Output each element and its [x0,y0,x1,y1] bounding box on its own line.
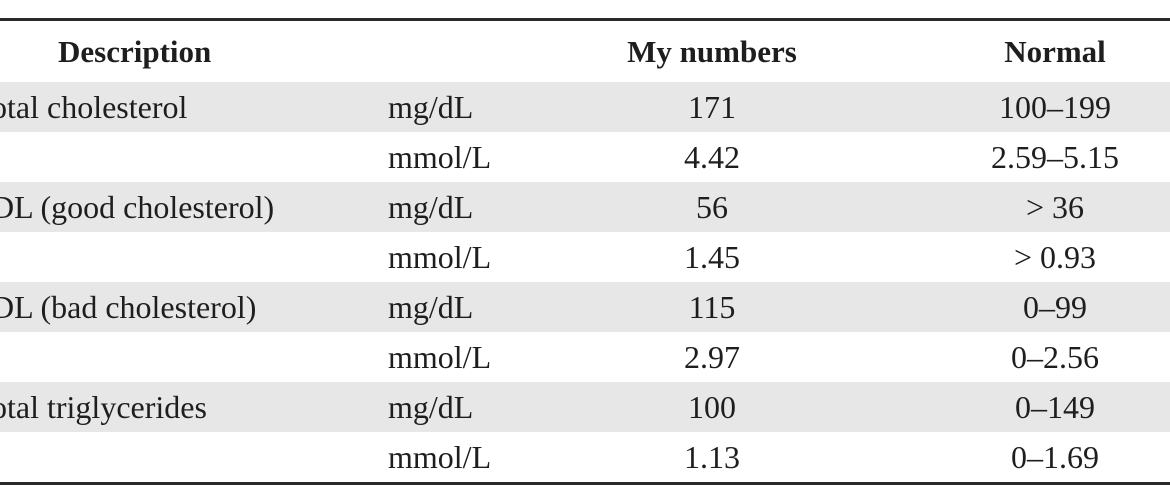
cell-normal-range: 2.59–5.15 [991,139,1119,175]
table-row: otal triglycerides mg/dL 100 0–149 [0,382,1170,432]
table-bottom-rule [0,482,1170,485]
cell-description: otal triglycerides [0,389,207,425]
cell-description: DL (bad cholesterol) [0,289,257,325]
cell-unit: mmol/L [388,339,492,375]
table-row: mmol/L 1.13 0–1.69 [0,432,1170,482]
cell-description [0,132,371,182]
cell-my-number: 4.42 [684,139,740,175]
cell-my-number: 171 [688,89,736,125]
cell-my-number: 115 [688,289,736,325]
cell-normal-range: 0–1.69 [1011,439,1099,475]
table-row: mmol/L 2.97 0–2.56 [0,332,1170,382]
table-row: mmol/L 1.45 > 0.93 [0,232,1170,282]
header-description: Description [58,34,212,69]
cell-description [0,332,371,382]
cell-unit: mmol/L [388,139,492,175]
cell-unit: mmol/L [388,239,492,275]
cell-description [0,232,371,282]
cell-unit: mg/dL [388,89,474,125]
cell-my-number: 100 [688,389,736,425]
table-row: otal cholesterol mg/dL 171 100–199 [0,82,1170,132]
table-top-rule [0,18,1170,21]
cell-normal-range: 100–199 [999,89,1111,125]
cell-normal-range: 0–149 [1015,389,1095,425]
cell-description: DL (good cholesterol) [0,189,275,225]
cell-unit: mg/dL [388,389,474,425]
cell-normal-range: 0–2.56 [1011,339,1099,375]
header-normal: Normal [1004,34,1106,69]
cell-unit: mg/dL [388,289,474,325]
cell-normal-range: 0–99 [1023,289,1087,325]
table-row: mmol/L 4.42 2.59–5.15 [0,132,1170,182]
table-row: DL (good cholesterol) mg/dL 56 > 36 [0,182,1170,232]
table-row: DL (bad cholesterol) mg/dL 115 0–99 [0,282,1170,332]
cell-normal-range: > 0.93 [1013,239,1097,275]
cell-my-number: 1.45 [684,239,740,275]
header-my-numbers: My numbers [627,34,797,69]
table-header-row: Description My numbers Normal [0,21,1170,82]
cell-my-number: 2.97 [684,339,740,375]
header-unit [388,21,568,82]
cell-my-number: 56 [696,189,728,225]
cell-unit: mmol/L [388,439,492,475]
cell-my-number: 1.13 [684,439,740,475]
cell-description [0,432,371,482]
cell-unit: mg/dL [388,189,474,225]
cell-normal-range: > 36 [1025,189,1085,225]
cell-description: otal cholesterol [0,89,188,125]
